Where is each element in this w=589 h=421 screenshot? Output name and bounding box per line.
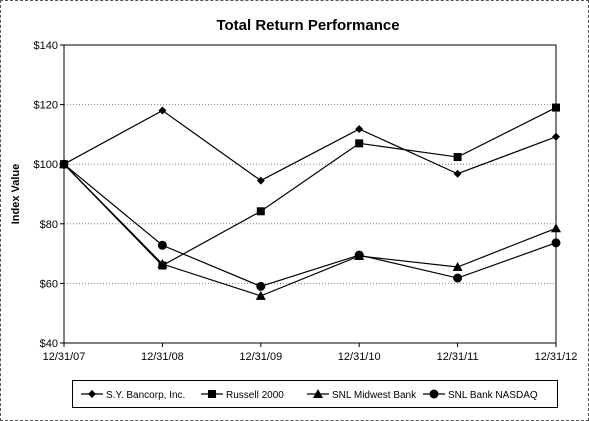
data-point-3-2 [256, 281, 266, 291]
series-lines [63, 107, 557, 297]
x-tick-label: 12/31/07 [43, 351, 86, 363]
y-tick-label: $40 [40, 338, 58, 350]
series-line-0 [63, 109, 557, 182]
data-point-1-3 [355, 139, 364, 148]
data-point-1-5 [552, 103, 560, 112]
legend-label-1: Russell 2000 [226, 390, 284, 401]
data-point-2-5 [551, 223, 561, 233]
x-tick-label: 12/31/12 [535, 351, 578, 363]
data-point-2-4 [452, 262, 463, 272]
y-tick-label: $120 [34, 100, 58, 112]
y-tick-label: $60 [40, 278, 58, 290]
data-point-0-2 [256, 176, 265, 185]
data-point-1-4 [453, 153, 462, 162]
data-point-3-3 [354, 250, 364, 260]
legend-label-2: SNL Midwest Bank [332, 390, 417, 401]
x-tick-label: 12/31/11 [437, 351, 479, 363]
data-point-2-2 [255, 290, 266, 300]
series-line-1 [63, 107, 557, 267]
axes: $40 $60 $80 $100 $120 $140 12/31/07 12/31/08 12/… [34, 40, 578, 363]
data-point-0-5 [552, 132, 560, 141]
legend-label-3: SNL Bank NASDAQ [448, 390, 538, 401]
x-tick-label: 12/31/08 [141, 351, 184, 363]
series-markers [59, 103, 561, 300]
legend-marker-2 [313, 389, 323, 398]
y-axis-label: Index Value [10, 164, 22, 225]
data-point-3-0 [59, 159, 69, 169]
x-tick-label: 12/31/09 [239, 351, 282, 363]
series-line-2 [63, 163, 557, 297]
legend-marker-1 [208, 390, 216, 398]
plot-area [63, 44, 557, 344]
data-point-0-3 [355, 125, 364, 134]
series-line-3 [63, 163, 557, 288]
legend-label-0: S.Y. Bancorp, Inc. [106, 390, 185, 401]
legend: S.Y. Bancorp, Inc. Russell 2000 SNL Midwes… [72, 380, 558, 408]
data-point-1-2 [256, 207, 265, 216]
data-point-3-1 [157, 240, 167, 250]
data-point-3-4 [453, 273, 463, 283]
x-tick-label: 12/31/10 [338, 351, 381, 363]
y-tick-label: $100 [34, 159, 58, 171]
y-tick-label: $80 [40, 219, 58, 231]
data-point-2-1 [157, 259, 168, 269]
legend-marker-0 [88, 390, 96, 398]
legend-marker-3 [429, 389, 439, 399]
y-tick-label: $140 [34, 40, 58, 52]
data-point-0-1 [158, 106, 167, 115]
data-point-0-4 [453, 169, 462, 178]
data-point-3-5 [551, 238, 561, 248]
gridlines [64, 104, 556, 284]
chart-title: Total Return Performance [216, 17, 399, 34]
